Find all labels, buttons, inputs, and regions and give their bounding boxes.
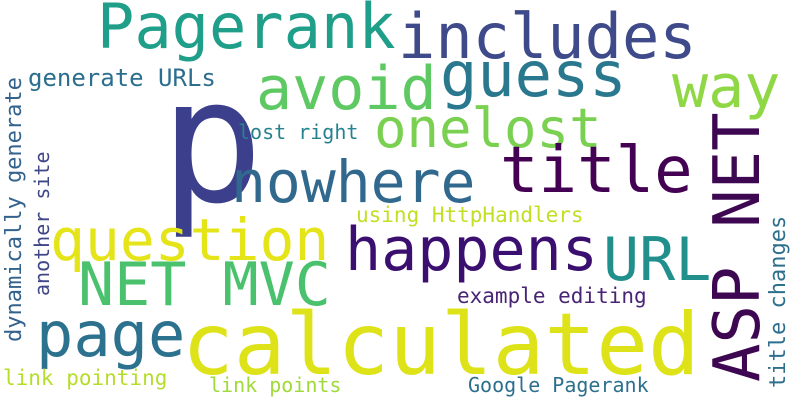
word-another-site: another site xyxy=(30,151,54,297)
word-title: title xyxy=(500,134,693,208)
word-net-mvc: NET MVC xyxy=(78,250,331,320)
word-generate-urls: generate URLs xyxy=(28,64,216,92)
word-google-pagerank: Google Pagerank xyxy=(468,373,649,397)
word-nowhere: nowhere xyxy=(231,148,476,216)
word-using-httphandlers: using HttpHandlers xyxy=(356,203,584,227)
word-calculated: calculated xyxy=(182,295,700,395)
word-asp-net: ASP NET xyxy=(701,112,775,382)
word-link-pointing: link pointing xyxy=(3,366,168,390)
word-onelost: onelost xyxy=(374,97,602,160)
word-link-points: link points xyxy=(209,373,342,397)
word-title-changes: title changes xyxy=(766,215,791,388)
word-avoid: avoid xyxy=(256,54,437,124)
word-includes: includes xyxy=(398,0,697,73)
word-example-editing: example editing xyxy=(457,284,647,308)
word-page: page xyxy=(36,298,186,371)
word-url: URL xyxy=(603,225,712,295)
word-happens: happens xyxy=(345,215,598,285)
word-pagerank: Pagerank xyxy=(97,0,396,63)
word-lost-right: lost right xyxy=(238,120,359,144)
word-way: way xyxy=(672,52,781,122)
word-p: p xyxy=(160,41,264,242)
word-question: question xyxy=(50,206,330,274)
word-dynamically-generate: dynamically generate xyxy=(2,77,27,342)
word-guess: guess xyxy=(440,38,627,111)
